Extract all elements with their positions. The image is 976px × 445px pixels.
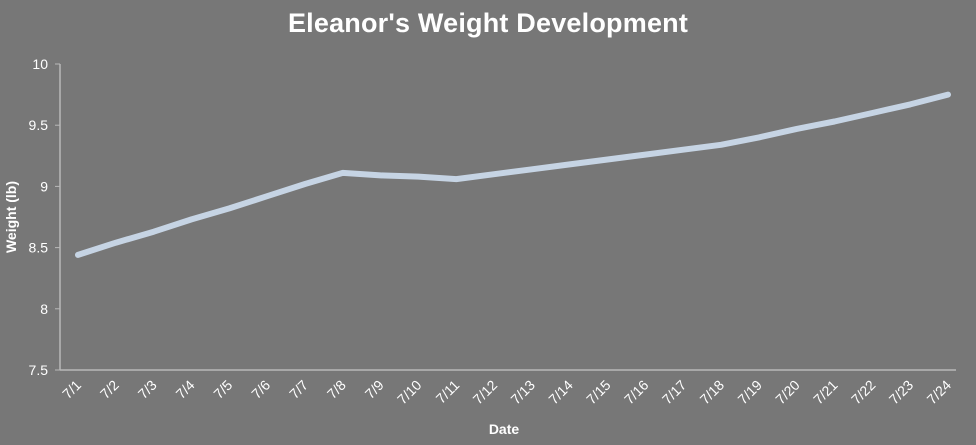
x-tick-label: 7/6 — [248, 377, 273, 402]
x-tick-label: 7/20 — [772, 377, 803, 408]
x-tick-label: 7/3 — [135, 377, 160, 402]
y-tick-label: 9 — [40, 178, 48, 194]
x-tick-label: 7/9 — [362, 377, 387, 402]
x-tick-label: 7/19 — [734, 377, 765, 408]
x-tick-label: 7/18 — [697, 377, 728, 408]
x-tick-label: 7/14 — [545, 377, 576, 408]
x-tick-label: 7/17 — [659, 377, 690, 408]
x-tick-label: 7/16 — [621, 377, 652, 408]
x-tick-label: 7/8 — [324, 377, 349, 402]
x-tick-label: 7/12 — [470, 377, 501, 408]
y-tick-label: 7.5 — [29, 362, 49, 378]
x-tick-labels: 7/1 7/2 7/3 7/4 7/5 7/6 7/7 7/8 7/9 7/10 7/11 7/12 7… — [59, 377, 954, 408]
y-tick-label: 10 — [32, 56, 48, 72]
x-tick-label: 7/1 — [59, 377, 84, 402]
x-tick-label: 7/21 — [810, 377, 841, 408]
x-tick-label: 7/11 — [433, 377, 463, 407]
y-axis-label: Weight (lb) — [3, 181, 19, 253]
x-tick-label: 7/5 — [210, 377, 235, 402]
x-tick-label: 7/10 — [394, 377, 425, 408]
y-tick-label: 8.5 — [29, 240, 49, 256]
x-tick-label: 7/7 — [286, 377, 311, 402]
series-line — [75, 91, 951, 258]
x-axis-label: Date — [489, 421, 520, 437]
series-lines — [75, 91, 951, 258]
x-tick-label: 7/15 — [583, 377, 614, 408]
y-tick-label: 8 — [40, 301, 48, 317]
chart-title: Eleanor's Weight Development — [287, 8, 689, 38]
axes — [59, 64, 956, 371]
x-tick-label: 7/2 — [97, 377, 122, 402]
x-tick-label: 7/22 — [848, 377, 879, 408]
y-tick-labels: 7.5 8 8.5 9 9.5 10 — [29, 56, 60, 378]
x-tick-label: 7/4 — [173, 377, 198, 402]
x-tick-label: 7/23 — [886, 377, 917, 408]
x-tick-label: 7/13 — [507, 377, 538, 408]
x-tick-label: 7/24 — [924, 377, 955, 408]
y-tick-label: 9.5 — [29, 117, 49, 133]
